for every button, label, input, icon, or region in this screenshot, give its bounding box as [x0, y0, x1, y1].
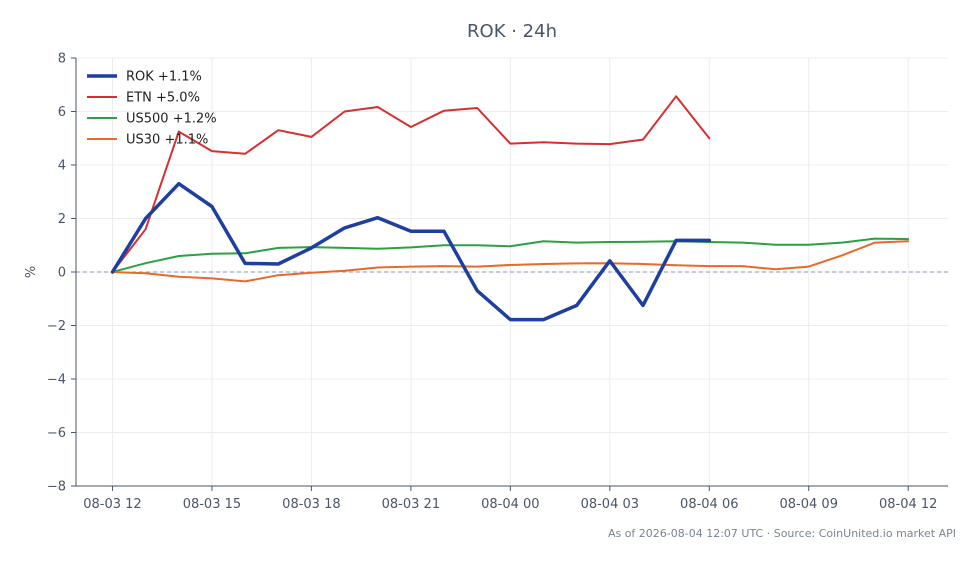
series-lines	[110, 95, 910, 322]
y-tick-label: −8	[47, 480, 66, 495]
series-line-us30	[111, 240, 910, 283]
y-tick-label: −6	[47, 426, 66, 441]
x-tick-label: 08-04 12	[879, 497, 937, 512]
y-tick-label: 0	[58, 266, 66, 281]
series-line-us500	[111, 237, 910, 273]
legend-label-us30: US30 +1.1%	[126, 133, 208, 148]
legend: ROK +1.1% ETN +5.0% US500 +1.2% US30 +1.1%	[87, 70, 217, 148]
series-line-etn	[111, 95, 711, 273]
source-footer: As of 2026-08-04 12:07 UTC · Source: Coi…	[608, 527, 956, 540]
x-tick-label: 08-04 06	[680, 497, 738, 512]
x-tick-label: 08-04 03	[581, 497, 639, 512]
legend-label-rok: ROK +1.1%	[126, 70, 202, 85]
grid	[76, 57, 948, 487]
chart-title: ROK · 24h	[467, 21, 557, 42]
y-tick-label: 8	[58, 52, 66, 67]
x-tick-label: 08-04 09	[780, 497, 838, 512]
legend-label-etn: ETN +5.0%	[126, 91, 200, 106]
axes: −8 −6 −4 −2 0 2 4 6 8 08-03 12 08-03 15 08-03 18 08-…	[47, 52, 948, 512]
x-tick-label: 08-03 12	[83, 497, 141, 512]
x-tick-label: 08-03 21	[382, 497, 440, 512]
x-tick-label: 08-03 18	[282, 497, 340, 512]
y-tick-label: 6	[58, 105, 66, 120]
y-tick-label: −4	[47, 373, 66, 388]
y-tick-label: 4	[58, 159, 66, 174]
legend-label-us500: US500 +1.2%	[126, 112, 217, 127]
x-tick-label: 08-04 00	[481, 497, 539, 512]
y-tick-label: −2	[47, 319, 66, 334]
x-tick-label: 08-03 15	[183, 497, 241, 512]
y-tick-label: 2	[58, 212, 66, 227]
y-axis-label: %	[24, 266, 39, 278]
series-line-rok	[110, 181, 712, 322]
